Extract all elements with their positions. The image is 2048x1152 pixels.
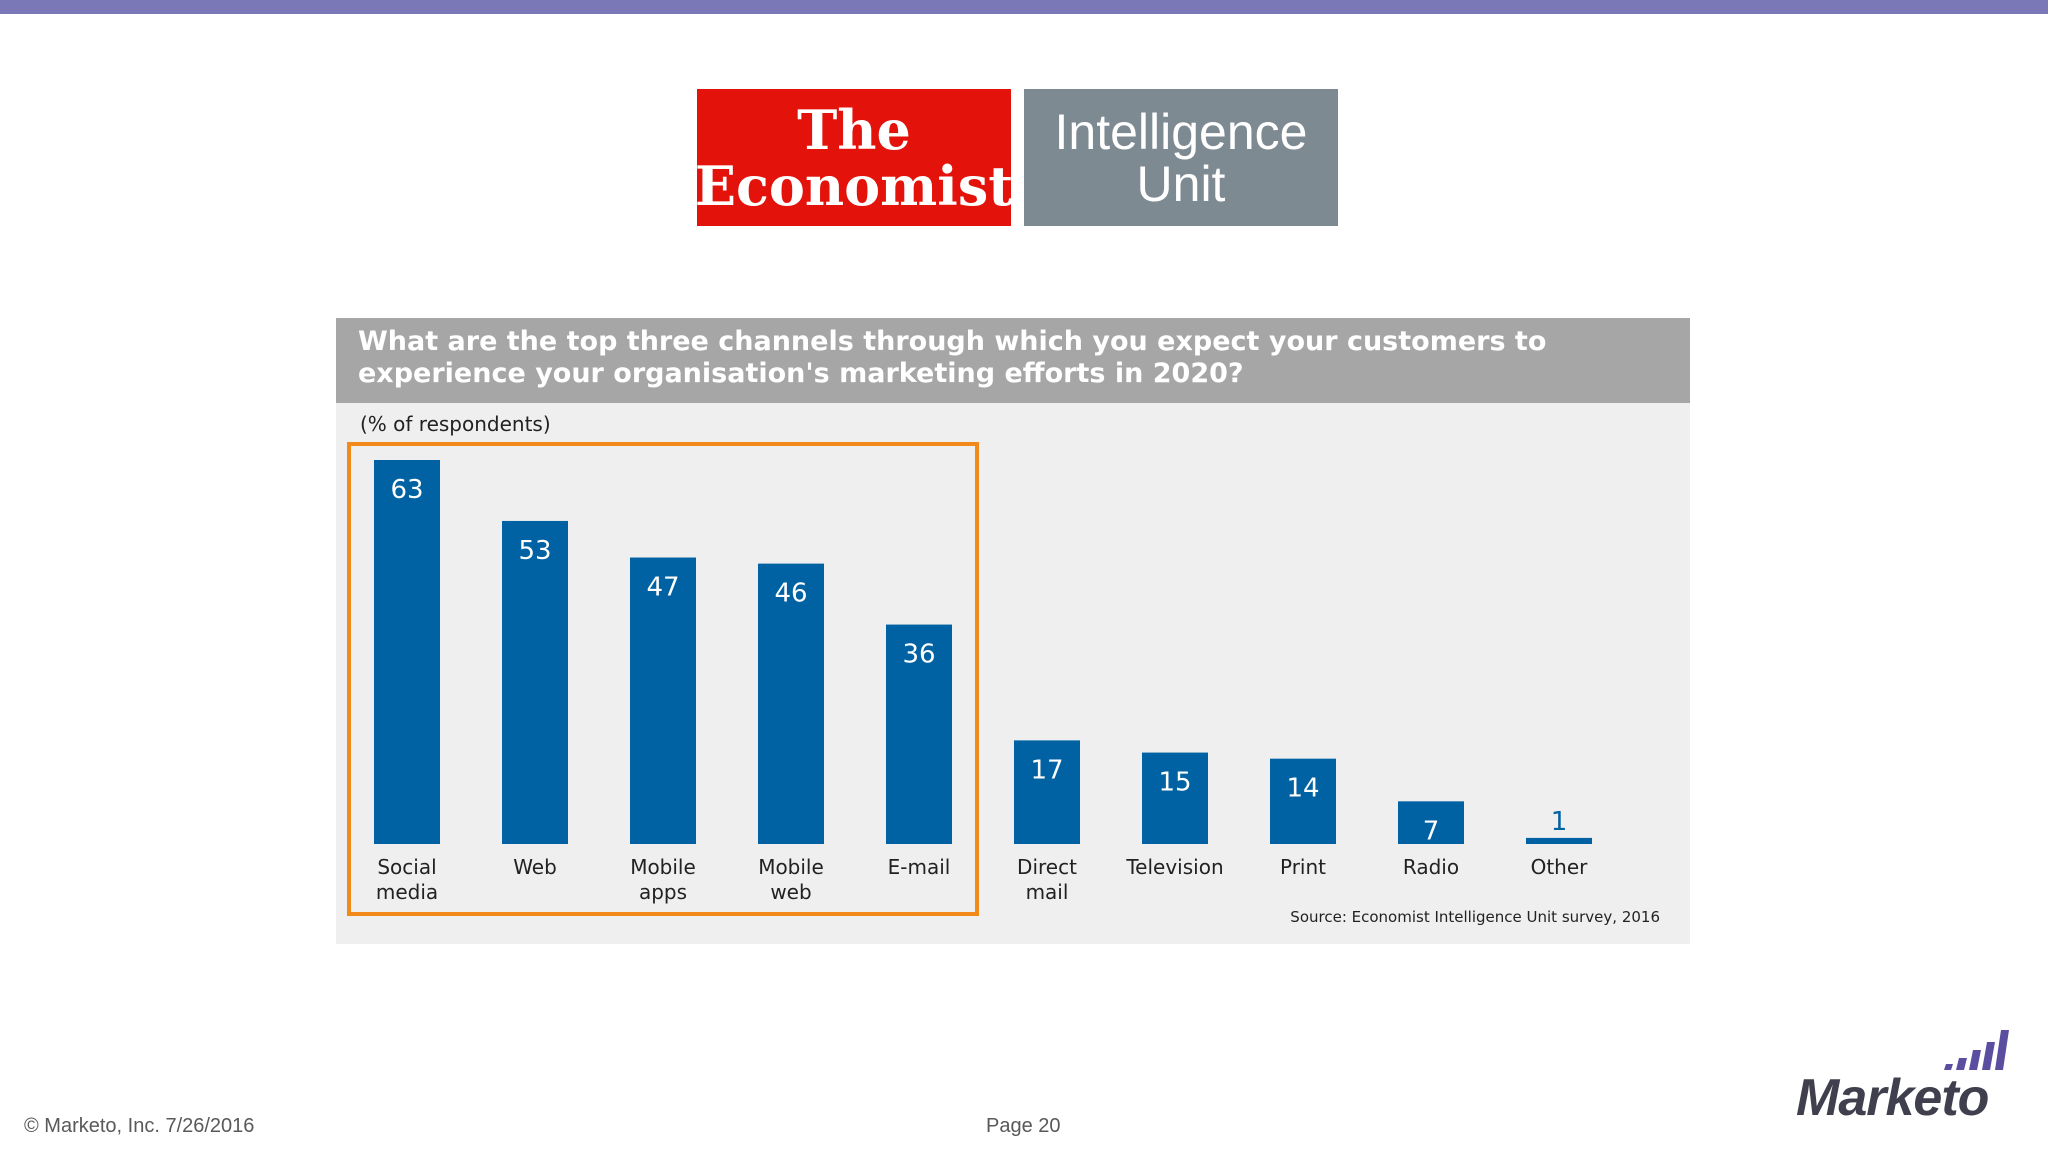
marketo-bars-icon <box>1944 1030 2009 1070</box>
bar-value-label: 7 <box>1423 816 1440 846</box>
bar <box>758 563 824 844</box>
eiu-logo-line2: Unit <box>1136 155 1226 212</box>
bar-value-label: 14 <box>1286 774 1319 804</box>
top-accent-bar <box>0 0 2048 14</box>
intelligence-unit-logo: Intelligence Unit <box>1024 89 1338 226</box>
bar-chart: 63Socialmedia53Web47Mobileapps46Mobilewe… <box>347 442 1592 916</box>
marketo-logo: Marketo <box>1796 1024 2016 1127</box>
category-label: Radio <box>1403 855 1459 879</box>
footer-page-number: Page 20 <box>986 1115 1061 1137</box>
highlight-box <box>347 442 979 916</box>
category-label: mail <box>1026 880 1069 904</box>
bar <box>1526 837 1592 844</box>
bar <box>374 460 440 844</box>
category-label: web <box>770 880 811 904</box>
bar-value-label: 36 <box>902 640 935 670</box>
category-label: Television <box>1125 855 1223 879</box>
chart-source: Source: Economist Intelligence Unit surv… <box>1290 908 1660 926</box>
bar-value-label: 46 <box>774 579 807 609</box>
bar <box>630 557 696 844</box>
bar-value-label: 47 <box>646 573 679 603</box>
chart-title: What are the top three channels through … <box>336 318 1690 403</box>
category-label: Mobile <box>630 855 696 879</box>
category-label: Print <box>1280 855 1326 879</box>
bar <box>1142 752 1208 844</box>
bar-value-label: 53 <box>518 536 551 566</box>
chart-unit-label: (% of respondents) <box>360 412 551 436</box>
category-label: apps <box>639 880 687 904</box>
marketo-wordmark: Marketo <box>1796 1069 1989 1127</box>
bar <box>1398 801 1464 844</box>
bar-value-label: 63 <box>390 475 423 505</box>
category-label: Other <box>1531 855 1589 879</box>
economist-logo-line2: Economist <box>694 153 1014 218</box>
economist-logo: The Economist <box>694 89 1014 226</box>
eiu-logo-line1: Intelligence <box>1054 103 1308 160</box>
bar-value-label: 15 <box>1158 768 1191 798</box>
footer-copyright: © Marketo, Inc. 7/26/2016 <box>24 1115 255 1137</box>
category-label: E-mail <box>888 855 951 879</box>
category-label: Web <box>513 855 557 879</box>
bar <box>886 624 952 844</box>
bar <box>502 520 568 844</box>
bar-value-label: 1 <box>1551 807 1568 837</box>
category-label: Direct <box>1017 855 1077 879</box>
bar <box>1270 758 1336 844</box>
chart-panel: What are the top three channels through … <box>336 318 1690 944</box>
bar <box>1014 740 1080 844</box>
category-label: Mobile <box>758 855 824 879</box>
bar-value-label: 17 <box>1030 755 1063 785</box>
category-label: media <box>376 880 438 904</box>
economist-logo-line1: The <box>797 97 911 162</box>
category-label: Social <box>377 855 436 879</box>
